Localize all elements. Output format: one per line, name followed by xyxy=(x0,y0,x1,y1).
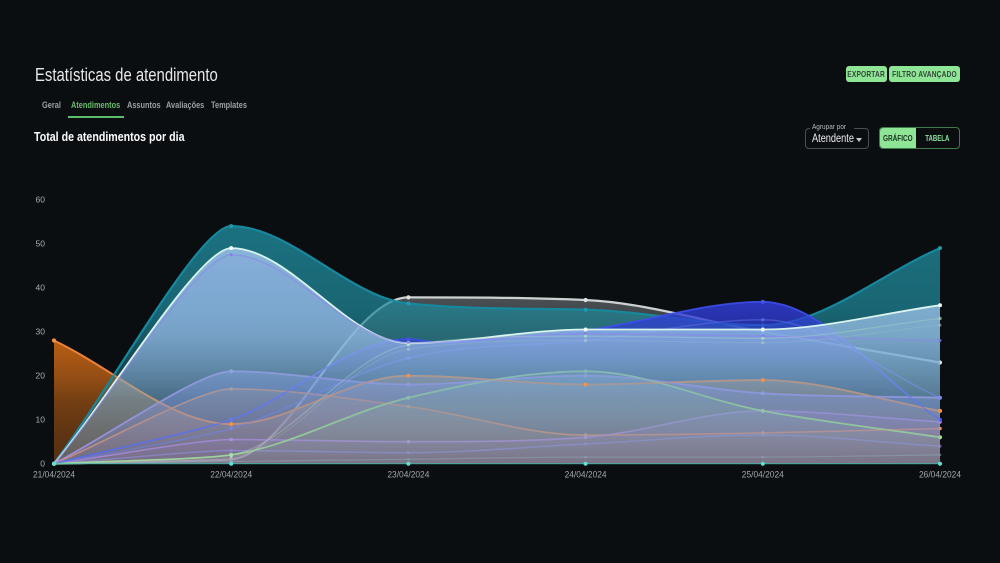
svg-text:60: 60 xyxy=(36,195,46,205)
svg-text:26/04/2024: 26/04/2024 xyxy=(919,470,961,480)
svg-text:40: 40 xyxy=(36,283,46,293)
svg-text:23/04/2024: 23/04/2024 xyxy=(387,470,429,480)
svg-text:21/04/2024: 21/04/2024 xyxy=(33,470,75,480)
svg-text:20: 20 xyxy=(36,371,46,381)
svg-text:25/04/2024: 25/04/2024 xyxy=(742,470,784,480)
svg-text:50: 50 xyxy=(36,239,46,249)
svg-text:22/04/2024: 22/04/2024 xyxy=(210,470,252,480)
svg-text:0: 0 xyxy=(40,459,45,469)
svg-text:24/04/2024: 24/04/2024 xyxy=(565,470,607,480)
svg-text:30: 30 xyxy=(36,327,46,337)
svg-text:10: 10 xyxy=(36,415,46,425)
